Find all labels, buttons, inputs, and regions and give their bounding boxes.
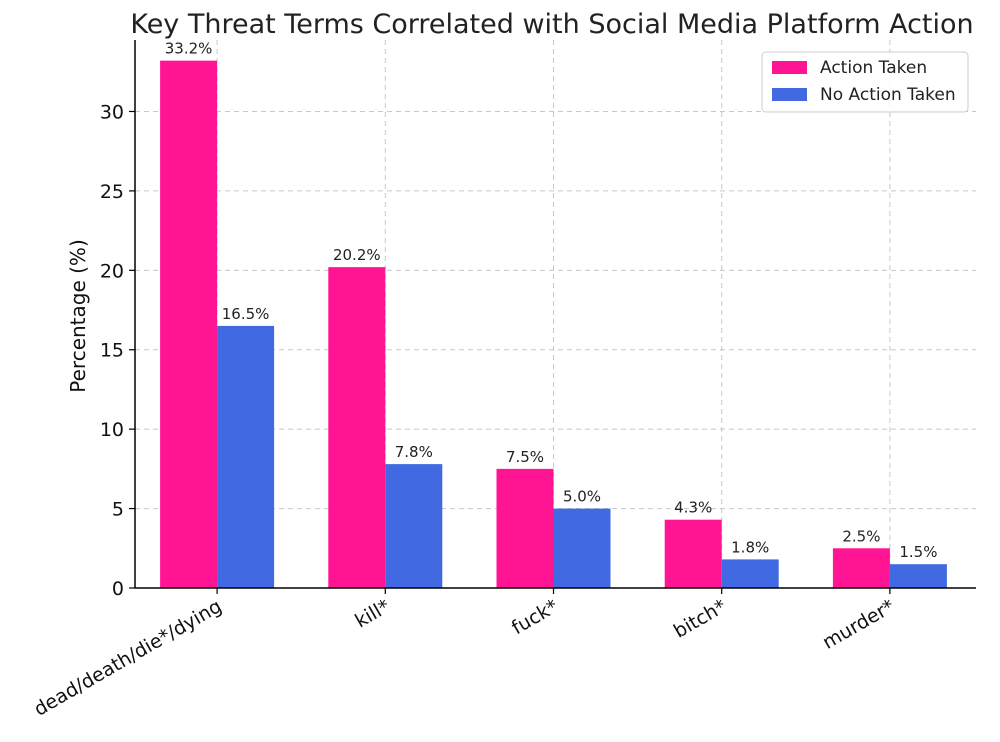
x-tick-label: bitch* xyxy=(670,595,730,642)
data-label: 33.2% xyxy=(165,40,213,58)
x-tick-label: fuck* xyxy=(508,595,562,639)
y-axis-label: Percentage (%) xyxy=(66,239,90,392)
bar-action-taken xyxy=(328,267,386,588)
x-tick-label: murder* xyxy=(819,595,898,654)
legend-label: No Action Taken xyxy=(820,85,956,105)
bar-action-taken xyxy=(664,519,722,588)
data-label: 4.3% xyxy=(674,499,712,517)
data-label: 1.5% xyxy=(899,543,937,561)
bars xyxy=(160,60,947,588)
data-label: 2.5% xyxy=(842,527,880,545)
legend-box xyxy=(761,51,969,113)
bar-action-taken xyxy=(832,548,890,588)
bar-no-action-taken xyxy=(553,508,611,588)
data-label: 7.5% xyxy=(506,448,544,466)
y-tick-label: 20 xyxy=(100,260,124,282)
data-label: 1.8% xyxy=(731,538,769,556)
y-tick-label: 0 xyxy=(112,578,124,600)
y-tick-label: 10 xyxy=(100,419,124,441)
bar-action-taken xyxy=(160,60,218,588)
legend-swatch xyxy=(772,88,807,101)
bar-no-action-taken xyxy=(889,564,947,588)
legend: Action Taken No Action Taken xyxy=(761,51,969,113)
data-label: 20.2% xyxy=(333,246,381,264)
bar-no-action-taken xyxy=(721,559,779,588)
data-labels: 33.2% 20.2% 7.5% 4.3% 2.5% 16.5% 7.8% 5.0% 1.8% 1… xyxy=(165,40,938,562)
y-tick-label: 30 xyxy=(100,101,124,123)
x-tick-label: dead/death/die*/dying xyxy=(30,595,225,720)
y-tick-label: 25 xyxy=(100,181,124,203)
bar-no-action-taken xyxy=(217,325,275,588)
x-tick-label: kill* xyxy=(351,595,393,632)
data-label: 7.8% xyxy=(395,443,433,461)
data-label: 16.5% xyxy=(222,305,270,323)
chart-title: Key Threat Terms Correlated with Social … xyxy=(130,9,973,40)
legend-label: Action Taken xyxy=(820,58,927,78)
legend-swatch xyxy=(772,61,807,74)
y-tick-label: 5 xyxy=(112,499,124,521)
bar-no-action-taken xyxy=(385,464,443,588)
data-label: 5.0% xyxy=(563,488,601,506)
bar-action-taken xyxy=(496,468,554,588)
y-tick-label: 15 xyxy=(100,340,124,362)
